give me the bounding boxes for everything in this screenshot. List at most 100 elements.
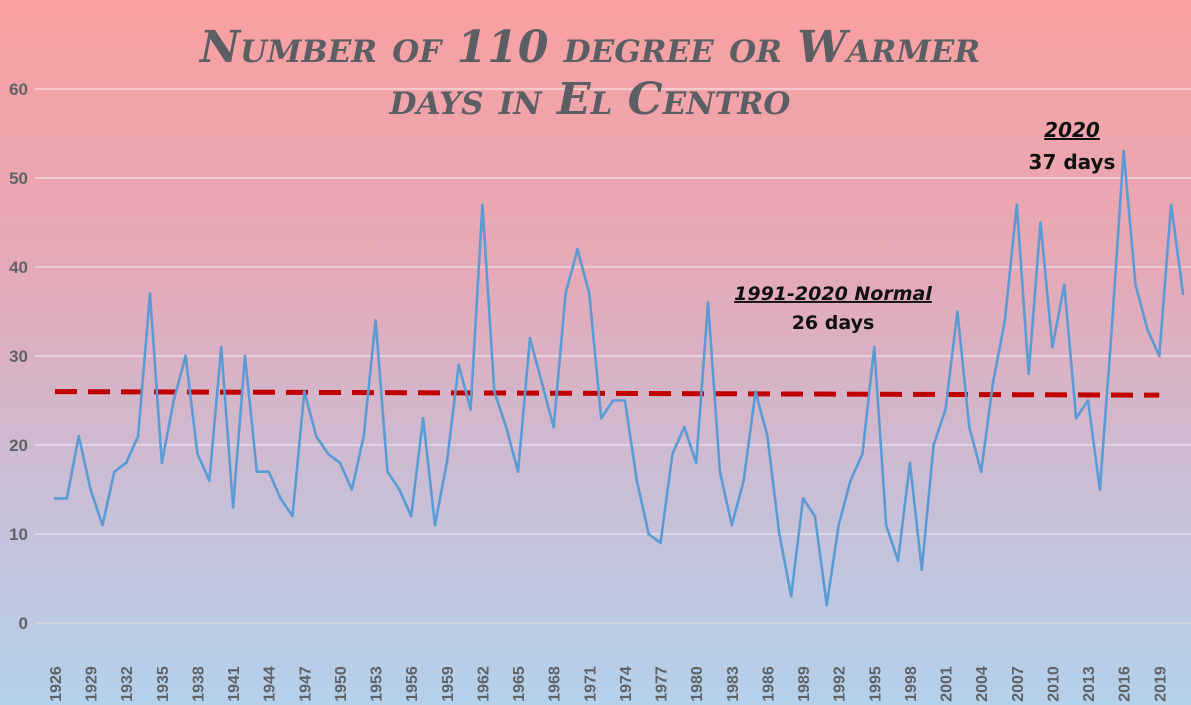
data-point <box>362 434 366 438</box>
y-tick-label: 20 <box>9 436 28 455</box>
data-point <box>552 425 555 429</box>
year-annotation-value: 37 days <box>1029 150 1116 174</box>
data-point <box>184 354 187 358</box>
data-point <box>528 336 532 340</box>
x-tick-label: 1947 <box>297 666 314 702</box>
data-point <box>1086 399 1090 402</box>
data-point <box>1074 417 1078 420</box>
data-point <box>101 523 104 527</box>
data-point <box>291 514 294 518</box>
x-tick-label: 1968 <box>547 666 564 702</box>
data-point <box>611 399 615 402</box>
data-point <box>481 203 484 206</box>
data-point <box>457 363 461 367</box>
data-point <box>1110 328 1114 331</box>
data-point <box>599 417 603 420</box>
gridlines <box>35 88 1191 624</box>
data-point <box>777 532 781 536</box>
x-axis-ticks: 1926 1929 1932 1935 1938 1941 1944 1947 1950 1953… <box>48 666 1169 702</box>
data-point <box>813 514 817 518</box>
data-point <box>1098 488 1102 491</box>
x-tick-label: 1965 <box>511 666 528 702</box>
data-point <box>1015 203 1019 206</box>
data-point <box>136 434 140 438</box>
data-point <box>303 390 306 393</box>
data-point <box>849 479 852 482</box>
data-point <box>1003 319 1007 322</box>
y-tick-label: 30 <box>9 347 28 366</box>
y-tick-label: 60 <box>9 80 28 99</box>
normal-annotation-value: 26 days <box>792 312 875 334</box>
data-point <box>1146 328 1149 331</box>
data-point <box>742 479 745 482</box>
y-tick-label: 50 <box>9 169 28 188</box>
data-point <box>956 310 959 313</box>
x-tick-label: 1950 <box>333 666 350 702</box>
x-tick-label: 1956 <box>404 666 421 702</box>
data-point <box>932 443 935 447</box>
normal-annotation-label: 1991-2020 Normal <box>734 283 932 305</box>
data-point <box>516 470 520 474</box>
data-point <box>421 417 425 420</box>
data-point <box>694 461 698 465</box>
data-point <box>445 461 449 465</box>
data-point <box>77 434 81 438</box>
data-point <box>730 523 734 527</box>
data-point <box>718 470 722 474</box>
data-point <box>991 381 995 385</box>
x-tick-label: 1938 <box>190 666 207 702</box>
data-point <box>196 452 199 456</box>
data-point <box>208 479 211 482</box>
data-point <box>374 319 377 322</box>
data-point <box>647 532 650 536</box>
data-point <box>148 292 152 296</box>
x-tick-label: 1929 <box>84 666 101 702</box>
x-tick-label: 2007 <box>1010 666 1027 702</box>
x-tick-label: 1989 <box>796 666 813 702</box>
data-point <box>314 434 318 438</box>
data-point <box>967 425 971 429</box>
data-point <box>671 452 674 456</box>
y-axis-ticks: 0 10 20 30 40 50 60 <box>9 80 28 633</box>
data-point <box>350 488 354 491</box>
y-tick-label: 40 <box>9 258 28 277</box>
x-tick-label: 1941 <box>226 666 243 702</box>
x-tick-label: 2016 <box>1117 666 1134 702</box>
x-tick-label: 1932 <box>119 666 136 702</box>
x-tick-label: 1959 <box>440 666 457 702</box>
chart-title-line-2: days in El Centro <box>389 74 791 125</box>
data-point <box>754 390 757 393</box>
x-tick-label: 1971 <box>582 666 599 702</box>
data-point <box>231 506 235 509</box>
x-tick-label: 2010 <box>1045 666 1062 702</box>
data-point <box>825 603 829 607</box>
data-point <box>1122 150 1125 153</box>
data-point <box>124 461 128 465</box>
normal-reference-line <box>54 389 1160 398</box>
data-point <box>896 559 900 562</box>
data-point <box>398 488 401 491</box>
data-point <box>861 452 864 456</box>
x-tick-label: 1992 <box>832 666 849 702</box>
data-point <box>1051 345 1054 349</box>
data-point <box>267 470 271 474</box>
data-point <box>160 461 164 465</box>
data-point <box>659 541 662 545</box>
data-point <box>53 497 57 500</box>
data-point <box>801 497 805 500</box>
x-tick-label: 1944 <box>262 666 279 702</box>
data-point <box>1039 221 1042 224</box>
x-tick-label: 1986 <box>760 666 777 702</box>
data-point <box>683 425 686 429</box>
data-point <box>386 470 389 474</box>
x-tick-label: 2004 <box>974 666 991 702</box>
data-point <box>493 390 496 393</box>
x-tick-label: 1980 <box>689 666 706 702</box>
data-point <box>944 408 947 411</box>
data-point <box>504 425 508 429</box>
x-tick-label: 1953 <box>369 666 386 702</box>
data-point <box>588 292 591 296</box>
y-tick-label: 10 <box>9 525 28 544</box>
